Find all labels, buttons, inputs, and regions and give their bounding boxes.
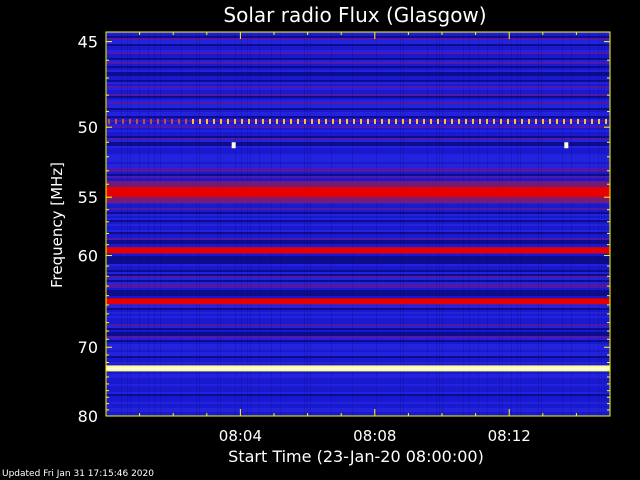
y-tick-label: 80 — [78, 407, 98, 426]
y-tick-label: 55 — [78, 188, 98, 207]
x-tick-label: 08:08 — [353, 427, 396, 445]
updated-timestamp: Updated Fri Jan 31 17:15:46 2020 — [2, 469, 154, 479]
plot-frame — [105, 31, 611, 417]
y-tick-label: 50 — [78, 118, 98, 137]
plot-area — [106, 32, 610, 416]
y-tick-label: 70 — [78, 338, 98, 357]
chart-title: Solar radio Flux (Glasgow) — [223, 3, 486, 27]
x-tick-label: 08:04 — [219, 427, 262, 445]
burst-spot-1 — [564, 142, 569, 149]
y-axis-label: Frequency [MHz] — [48, 162, 66, 288]
axes: 45 50 55 60 70 80 08:04 08:08 08:12 — [78, 31, 611, 445]
spectrogram-texture — [106, 32, 610, 416]
burst-spot-0 — [231, 142, 236, 149]
band-3 — [106, 298, 610, 305]
y-tick-label: 45 — [78, 33, 98, 52]
y-tick-label: 60 — [78, 247, 98, 266]
x-axis-label: Start Time (23-Jan-20 08:00:00) — [228, 447, 484, 466]
band-0 — [108, 118, 607, 124]
band-1 — [106, 187, 610, 198]
x-tick-label: 08:12 — [488, 427, 531, 445]
band-2 — [106, 247, 610, 254]
